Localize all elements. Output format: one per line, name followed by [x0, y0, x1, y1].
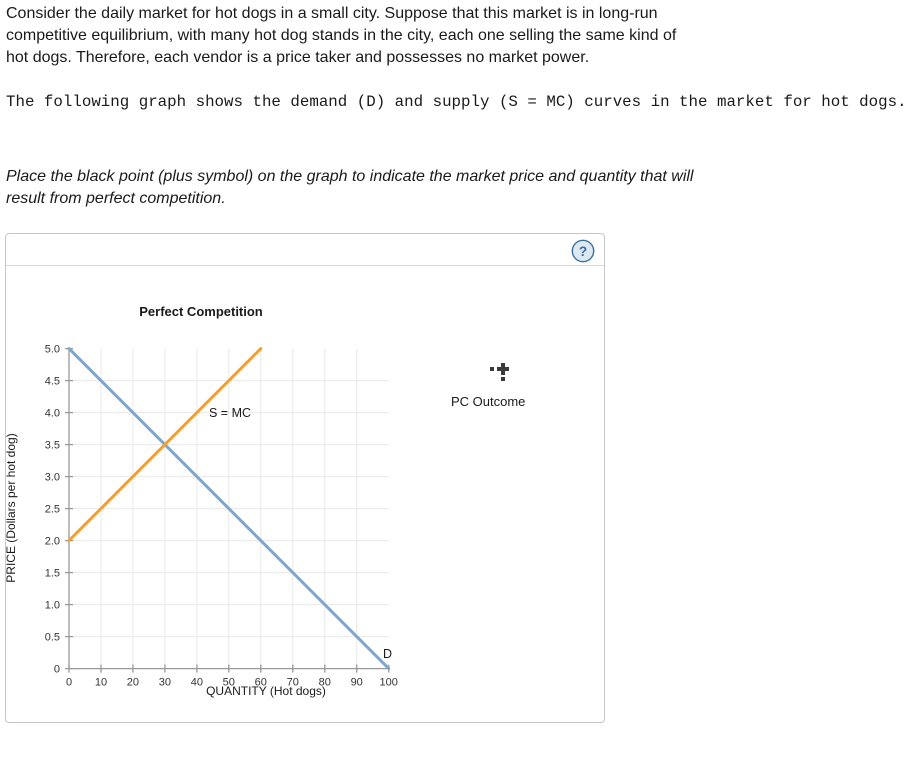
svg-text:100: 100: [380, 677, 398, 689]
svg-text:70: 70: [287, 677, 299, 689]
svg-text:4.5: 4.5: [45, 376, 60, 388]
svg-text:60: 60: [255, 677, 267, 689]
svg-text:0.5: 0.5: [45, 632, 60, 644]
svg-text:10: 10: [95, 677, 107, 689]
svg-text:80: 80: [319, 677, 331, 689]
svg-text:90: 90: [351, 677, 363, 689]
svg-text:30: 30: [159, 677, 171, 689]
svg-text:2.0: 2.0: [45, 536, 60, 548]
svg-text:50: 50: [223, 677, 235, 689]
svg-text:0: 0: [54, 664, 60, 676]
svg-text:1.0: 1.0: [45, 600, 60, 612]
svg-text:5.0: 5.0: [45, 344, 60, 356]
svg-text:4.0: 4.0: [45, 408, 60, 420]
svg-text:0: 0: [66, 677, 72, 689]
svg-text:20: 20: [127, 677, 139, 689]
svg-text:40: 40: [191, 677, 203, 689]
svg-text:S = MC: S = MC: [209, 406, 251, 420]
svg-text:3.0: 3.0: [45, 472, 60, 484]
svg-text:3.5: 3.5: [45, 440, 60, 452]
svg-text:1.5: 1.5: [45, 568, 60, 580]
svg-text:D: D: [383, 647, 392, 661]
svg-text:2.5: 2.5: [45, 504, 60, 516]
